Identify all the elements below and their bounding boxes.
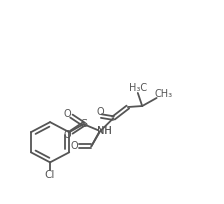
Text: H₃C: H₃C (129, 83, 147, 93)
Text: O: O (64, 130, 71, 140)
Text: Cl: Cl (45, 170, 55, 180)
Text: CH₃: CH₃ (154, 89, 172, 99)
Text: O: O (64, 109, 71, 119)
Text: O: O (71, 141, 79, 151)
Text: NH: NH (97, 126, 111, 136)
Text: O: O (96, 107, 104, 117)
Text: S: S (80, 119, 87, 129)
Text: NH: NH (97, 126, 111, 136)
